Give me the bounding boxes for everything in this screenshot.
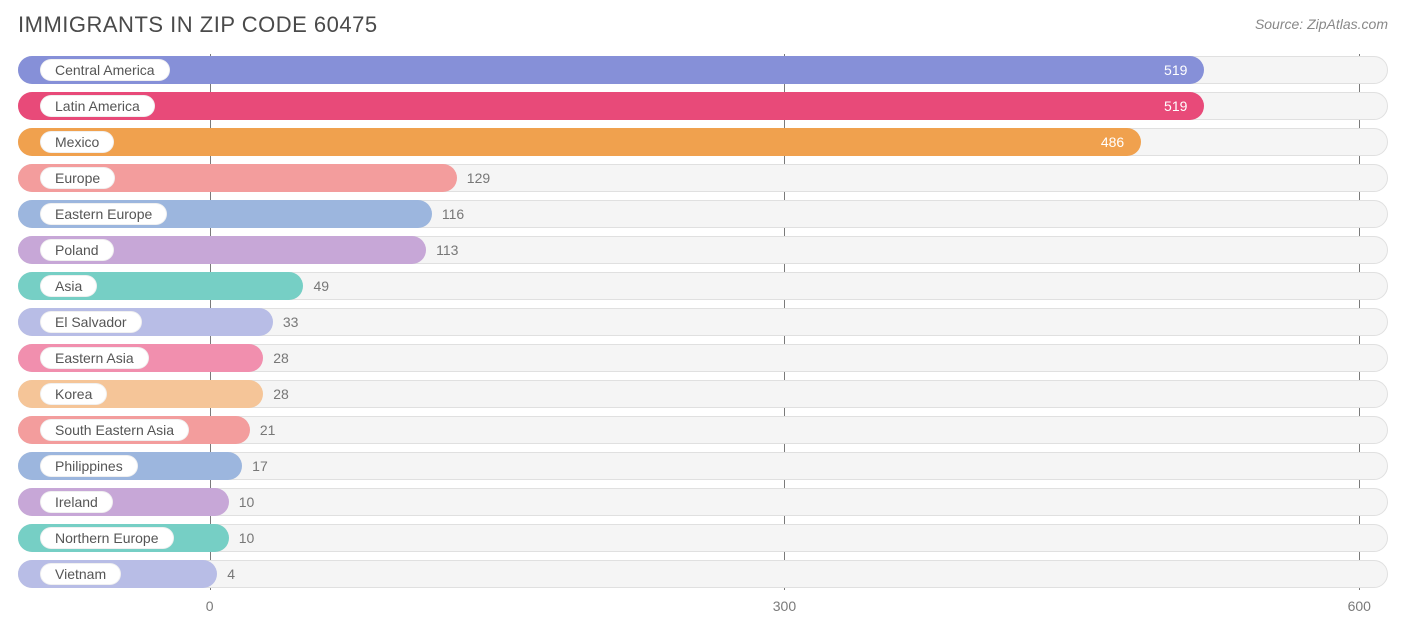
bar-fill [18,92,1204,120]
bar-label: Korea [40,383,107,405]
bars-container: Central America 519 Latin America 519 Mexico… [18,56,1388,588]
bar-label: Eastern Asia [40,347,149,369]
axis-tick: 600 [1348,598,1371,614]
bar-value: 10 [239,524,255,552]
bar-row: Eastern Europe 116 [18,200,1388,228]
bar-row: Eastern Asia 28 [18,344,1388,372]
bar-label: Latin America [40,95,155,117]
bar-row: Philippines 17 [18,452,1388,480]
bar-label: South Eastern Asia [40,419,189,441]
bar-row: South Eastern Asia 21 [18,416,1388,444]
axis-tick: 0 [206,598,214,614]
bar-row: Poland 113 [18,236,1388,264]
bar-fill [18,128,1141,156]
bar-row: Europe 129 [18,164,1388,192]
bar-value: 21 [260,416,276,444]
bar-value: 49 [313,272,329,300]
bar-label: Vietnam [40,563,121,585]
bar-row: Central America 519 [18,56,1388,84]
axis-tick: 300 [773,598,796,614]
bar-row: Vietnam 4 [18,560,1388,588]
bar-value: 28 [273,380,289,408]
bar-track [18,560,1388,588]
bar-value: 519 [1164,56,1187,84]
bar-label: Eastern Europe [40,203,167,225]
chart-header: IMMIGRANTS IN ZIP CODE 60475 Source: Zip… [18,12,1388,38]
bar-value: 28 [273,344,289,372]
bar-value: 4 [227,560,235,588]
bar-row: Asia 49 [18,272,1388,300]
bar-label: Northern Europe [40,527,174,549]
chart-area: Central America 519 Latin America 519 Mexico… [18,56,1388,588]
bar-value: 519 [1164,92,1187,120]
bar-row: El Salvador 33 [18,308,1388,336]
x-axis: 0 300 600 [18,596,1388,620]
bar-label: Philippines [40,455,138,477]
chart-title: IMMIGRANTS IN ZIP CODE 60475 [18,12,378,38]
bar-label: Ireland [40,491,113,513]
bar-row: Ireland 10 [18,488,1388,516]
bar-value: 113 [436,236,458,264]
bar-row: Mexico 486 [18,128,1388,156]
bar-value: 33 [283,308,299,336]
bar-row: Northern Europe 10 [18,524,1388,552]
bar-fill [18,56,1204,84]
bar-value: 129 [467,164,490,192]
bar-value: 486 [1101,128,1124,156]
chart-source: Source: ZipAtlas.com [1255,16,1388,32]
bar-row: Latin America 519 [18,92,1388,120]
bar-label: Europe [40,167,115,189]
bar-label: Mexico [40,131,114,153]
bar-label: El Salvador [40,311,142,333]
bar-label: Asia [40,275,97,297]
bar-label: Central America [40,59,170,81]
bar-row: Korea 28 [18,380,1388,408]
bar-value: 17 [252,452,268,480]
bar-label: Poland [40,239,114,261]
bar-value: 116 [442,200,464,228]
bar-value: 10 [239,488,255,516]
